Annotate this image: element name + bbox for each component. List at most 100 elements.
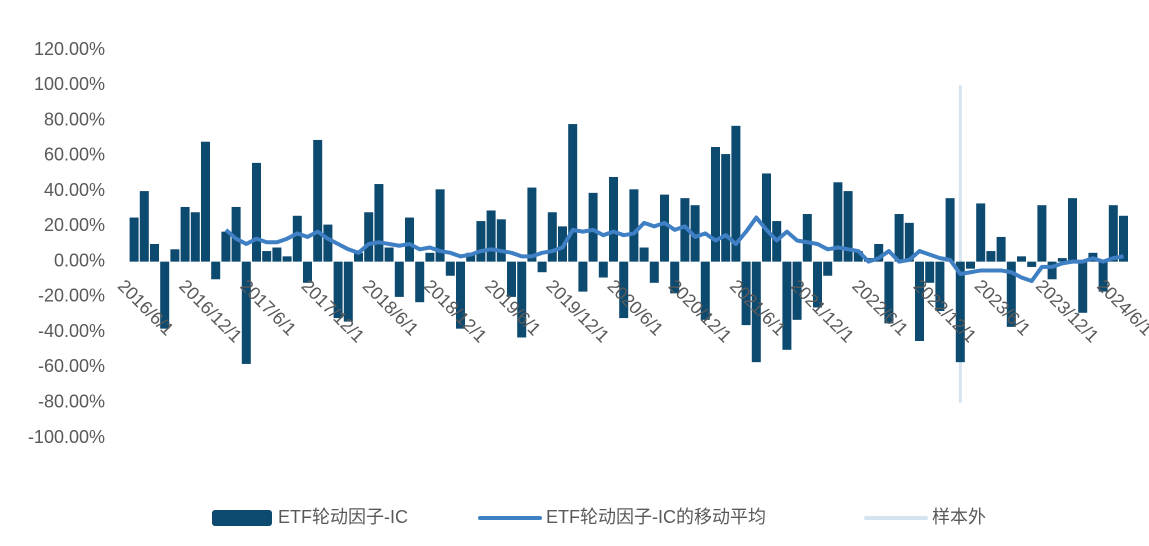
bar: [853, 251, 863, 262]
bar: [935, 261, 945, 312]
bar: [823, 261, 833, 276]
bar: [588, 192, 598, 262]
bar: [966, 261, 975, 269]
bar: [211, 261, 221, 280]
x-tick-label: 2019/12/1: [542, 276, 613, 347]
bar: [802, 214, 812, 262]
bar: [476, 221, 486, 262]
y-tick-label: -80.00%: [38, 391, 105, 411]
bar: [150, 244, 159, 262]
y-tick-label: -100.00%: [28, 427, 105, 447]
bar: [496, 219, 506, 262]
y-tick-label: 100.00%: [34, 74, 105, 94]
bar: [986, 251, 996, 262]
bar: [711, 147, 720, 262]
bar: [568, 124, 578, 262]
bar: [598, 261, 608, 278]
legend-label: ETF轮动因子-IC的移动平均: [546, 507, 766, 527]
bar: [813, 261, 822, 308]
bar: [1098, 261, 1108, 292]
bar: [252, 162, 261, 262]
bar: [649, 261, 659, 283]
bar: [660, 194, 669, 262]
bar: [762, 173, 771, 262]
x-tick-label: 2022/6/1: [848, 276, 912, 340]
bar: [874, 244, 884, 262]
bar: [129, 217, 139, 262]
bar: [1119, 215, 1128, 262]
bar: [170, 249, 180, 262]
bar: [394, 261, 404, 297]
bar: [1108, 205, 1118, 262]
bar: [190, 212, 200, 262]
bar: [629, 189, 639, 262]
x-tick-label: 2016/12/1: [175, 276, 246, 347]
bar: [527, 187, 537, 262]
bar: [1027, 261, 1037, 267]
bar: [292, 215, 302, 262]
bar: [272, 247, 282, 262]
y-tick-label: -60.00%: [38, 356, 105, 376]
bar: [405, 217, 414, 262]
bar: [700, 261, 710, 320]
bar: [364, 212, 374, 262]
bar: [904, 222, 914, 262]
bar: [415, 261, 425, 303]
bar: [955, 261, 965, 363]
bar: [751, 261, 761, 363]
y-tick-label: 60.00%: [44, 145, 105, 165]
bar: [323, 224, 333, 262]
bar: [160, 261, 170, 329]
bar: [833, 182, 843, 262]
bar: [915, 261, 924, 341]
x-tick-label: 2023/6/1: [971, 276, 1035, 340]
bar: [180, 206, 190, 262]
line: [224, 215, 1124, 284]
bar: [354, 252, 363, 262]
bar: [731, 125, 741, 262]
bar: [445, 261, 455, 276]
bar: [547, 212, 557, 262]
bar: [690, 205, 700, 262]
bar: [466, 252, 476, 262]
bar: [639, 247, 649, 262]
bar: [1017, 256, 1026, 262]
x-tick-label: 2023/12/1: [1032, 276, 1103, 347]
bar: [456, 261, 465, 329]
bar: [894, 214, 904, 262]
y-tick-label: 40.00%: [44, 180, 105, 200]
bar: [670, 261, 680, 294]
bar: [241, 261, 251, 364]
bar: [609, 176, 618, 262]
bar: [221, 231, 231, 262]
bar: [537, 261, 547, 273]
x-tick-label: 2020/6/1: [604, 276, 668, 340]
bar: [231, 206, 241, 262]
legend-label: ETF轮动因子-IC: [278, 507, 408, 527]
bar: [792, 261, 802, 320]
bar: [343, 261, 353, 322]
bar: [303, 261, 312, 283]
bar: [619, 261, 629, 319]
bar: [996, 236, 1006, 262]
bar: [578, 261, 588, 292]
bar: [1057, 258, 1067, 262]
bar: [1047, 261, 1057, 280]
bar: [976, 203, 986, 262]
bar: [741, 261, 751, 326]
legend-swatch: [212, 510, 272, 526]
bar: [282, 256, 292, 262]
bar: [945, 198, 955, 262]
bar: [782, 261, 792, 350]
y-tick-label: 0.00%: [54, 250, 105, 270]
y-tick-label: 80.00%: [44, 109, 105, 129]
x-tick-label: 2018/6/1: [359, 276, 423, 340]
bar: [1006, 261, 1016, 327]
y-tick-label: -20.00%: [38, 286, 105, 306]
bar: [517, 261, 527, 338]
bar: [1078, 261, 1088, 313]
bar: [884, 261, 894, 324]
x-tick-label: 2018/12/1: [420, 276, 491, 347]
bar: [1037, 205, 1047, 262]
